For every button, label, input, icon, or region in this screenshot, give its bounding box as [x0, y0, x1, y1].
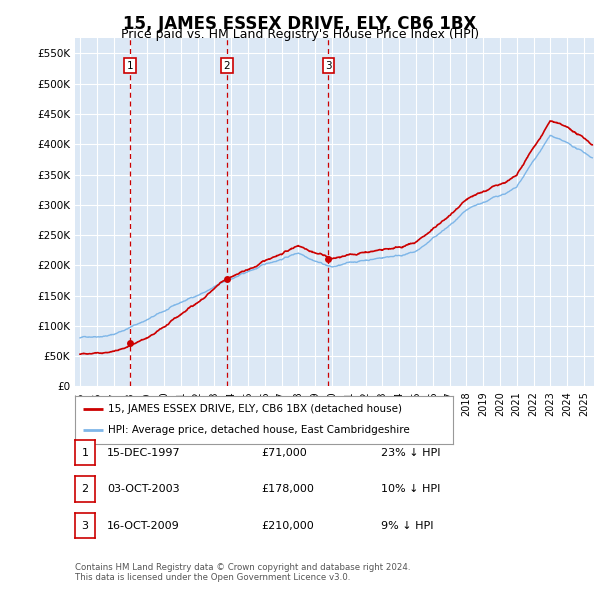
- Text: 2: 2: [82, 484, 88, 494]
- Text: 9% ↓ HPI: 9% ↓ HPI: [381, 521, 433, 530]
- Text: £178,000: £178,000: [261, 484, 314, 494]
- Text: Price paid vs. HM Land Registry's House Price Index (HPI): Price paid vs. HM Land Registry's House …: [121, 28, 479, 41]
- Text: £210,000: £210,000: [261, 521, 314, 530]
- Text: 15, JAMES ESSEX DRIVE, ELY, CB6 1BX: 15, JAMES ESSEX DRIVE, ELY, CB6 1BX: [124, 15, 476, 34]
- Text: 2: 2: [224, 61, 230, 71]
- Text: 16-OCT-2009: 16-OCT-2009: [107, 521, 179, 530]
- Text: £71,000: £71,000: [261, 448, 307, 457]
- Text: 3: 3: [82, 521, 88, 530]
- Text: 1: 1: [127, 61, 133, 71]
- Text: 3: 3: [325, 61, 332, 71]
- Text: 15-DEC-1997: 15-DEC-1997: [107, 448, 181, 457]
- Text: 1: 1: [82, 448, 88, 457]
- Text: 15, JAMES ESSEX DRIVE, ELY, CB6 1BX (detached house): 15, JAMES ESSEX DRIVE, ELY, CB6 1BX (det…: [108, 404, 402, 414]
- Text: HPI: Average price, detached house, East Cambridgeshire: HPI: Average price, detached house, East…: [108, 425, 410, 435]
- Text: 23% ↓ HPI: 23% ↓ HPI: [381, 448, 440, 457]
- Text: 10% ↓ HPI: 10% ↓ HPI: [381, 484, 440, 494]
- Text: 03-OCT-2003: 03-OCT-2003: [107, 484, 179, 494]
- Text: Contains HM Land Registry data © Crown copyright and database right 2024.
This d: Contains HM Land Registry data © Crown c…: [75, 563, 410, 582]
